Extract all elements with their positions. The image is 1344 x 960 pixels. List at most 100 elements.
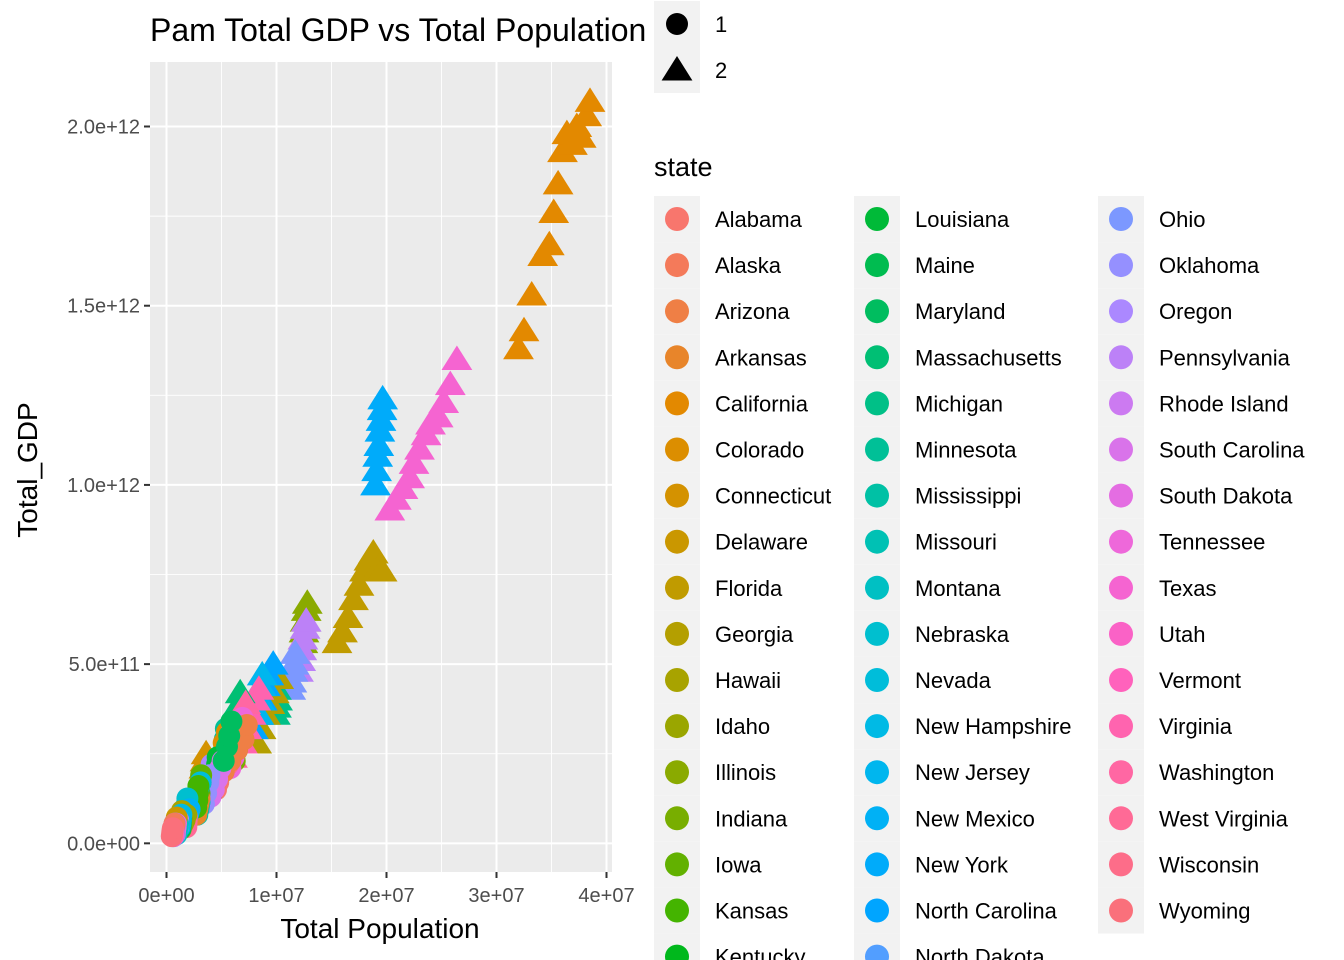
x-tick-label: 2e+07 — [358, 885, 414, 907]
color-legend-label: Rhode Island — [1159, 391, 1289, 416]
legend-color-swatch — [865, 760, 889, 785]
legend-color-swatch — [1109, 391, 1133, 416]
color-legend-label: Wyoming — [1159, 899, 1251, 924]
color-legend-label: Minnesota — [915, 438, 1017, 463]
color-legend-label: Wisconsin — [1159, 852, 1259, 877]
legend-color-swatch — [865, 345, 889, 370]
legend-color-swatch — [665, 575, 689, 600]
data-point-triangle — [243, 675, 275, 700]
legend-color-swatch — [865, 714, 889, 739]
color-legend-label: West Virginia — [1159, 806, 1289, 831]
color-legend-label: Colorado — [715, 438, 804, 463]
legend-color-swatch — [1109, 760, 1133, 785]
color-legend-label: South Dakota — [1159, 484, 1293, 509]
legend-color-swatch — [865, 806, 889, 831]
color-legend-label: Hawaii — [715, 668, 781, 693]
color-legend-label: North Carolina — [915, 899, 1058, 924]
data-point-triangle — [332, 603, 364, 629]
y-tick-label: 5.0e+11 — [69, 654, 140, 676]
y-tick-label: 2.0e+12 — [67, 117, 140, 139]
legend-color-swatch — [1109, 299, 1133, 324]
legend-color-swatch — [665, 253, 689, 278]
color-legend-label: Tennessee — [1159, 530, 1265, 555]
legend-color-swatch — [865, 391, 889, 416]
x-axis-title: Total Population — [280, 913, 479, 944]
color-legend-label: North Dakota — [915, 945, 1045, 960]
color-legend-label: Virginia — [1159, 714, 1233, 739]
data-point-triangle — [363, 431, 395, 456]
legend-color-swatch — [865, 299, 889, 324]
data-point-circle — [220, 710, 243, 733]
color-legend: Alabama Alaska Arizona Arkansas California Co… — [654, 196, 1305, 960]
legend-color-swatch — [1109, 852, 1133, 877]
legend-color-swatch — [865, 852, 889, 877]
legend-color-swatch — [665, 391, 689, 416]
legend-triangle-icon — [661, 56, 693, 81]
legend-color-swatch — [665, 668, 689, 692]
color-legend-label: Alaska — [715, 253, 782, 278]
legend-color-swatch — [1109, 575, 1133, 600]
data-point-triangle — [565, 123, 597, 148]
data-point-triangle — [291, 589, 323, 614]
x-tick-label: 4e+07 — [578, 885, 634, 907]
color-legend-label: Missouri — [915, 530, 997, 555]
legend-circle-icon — [666, 13, 688, 35]
legend-color-swatch — [865, 483, 889, 508]
color-legend-label: Iowa — [715, 852, 762, 877]
color-legend-label: Utah — [1159, 622, 1205, 647]
legend-color-swatch — [865, 437, 889, 462]
legend-color-swatch — [1109, 437, 1133, 462]
y-tick-label: 1.5e+12 — [67, 296, 140, 318]
data-point-triangle — [508, 316, 540, 342]
color-legend-label: Connecticut — [715, 484, 831, 509]
data-point-triangle — [533, 230, 565, 256]
legend-color-swatch — [665, 437, 689, 462]
color-legend-label: Montana — [915, 576, 1001, 601]
color-legend-label: Mississippi — [915, 484, 1021, 509]
color-legend-label: Delaware — [715, 530, 808, 555]
color-legend-label: Pennsylvania — [1159, 345, 1291, 370]
color-legend-label: New Mexico — [915, 806, 1035, 831]
legend-color-swatch — [665, 714, 689, 739]
color-legend-label: New York — [915, 852, 1009, 877]
legend-color-swatch — [1109, 621, 1133, 646]
color-legend-label: Washington — [1159, 760, 1274, 785]
data-point-triangle — [538, 198, 570, 224]
data-point-triangle — [571, 101, 603, 127]
color-legend-label: Illinois — [715, 760, 776, 785]
data-point-triangle — [441, 345, 473, 370]
color-legend-label: Arkansas — [715, 345, 807, 370]
color-legend-label: Alabama — [715, 207, 803, 232]
legend-color-swatch — [665, 944, 689, 960]
data-point-triangle — [503, 334, 534, 360]
color-legend-label: New Hampshire — [915, 714, 1072, 739]
color-legend-label: Indiana — [715, 806, 788, 831]
legend-color-swatch — [865, 207, 889, 231]
legend-color-swatch — [665, 898, 689, 923]
color-legend-label: Florida — [715, 576, 783, 601]
data-point-triangle — [542, 169, 574, 195]
y-axis: 0.0e+00 5.0e+11 1.0e+12 1.5e+12 2.0e+12 — [67, 117, 150, 855]
shape-legend: 12 — [654, 1, 727, 93]
data-point-triangle — [434, 370, 466, 396]
legend-color-swatch — [665, 529, 689, 554]
legend-color-swatch — [665, 852, 689, 877]
legend-color-swatch — [1109, 207, 1133, 231]
data-points — [160, 87, 606, 848]
data-point-triangle — [516, 280, 548, 306]
color-legend-title: state — [654, 152, 713, 182]
color-legend-label: Nebraska — [915, 622, 1010, 647]
chart-title: Pam Total GDP vs Total Population — [150, 12, 646, 48]
color-legend-label: Nevada — [915, 668, 992, 693]
data-point-triangle — [574, 87, 606, 112]
color-legend-label: New Jersey — [915, 760, 1030, 785]
data-point-circle — [161, 817, 184, 840]
legend-color-swatch — [1109, 714, 1133, 739]
legend-color-swatch — [665, 806, 689, 831]
color-legend-label: Georgia — [715, 622, 794, 647]
y-tick-label: 0.0e+00 — [67, 833, 140, 855]
color-legend-label: Idaho — [715, 714, 770, 739]
legend-color-swatch — [665, 345, 689, 370]
x-tick-label: 1e+07 — [248, 885, 304, 907]
